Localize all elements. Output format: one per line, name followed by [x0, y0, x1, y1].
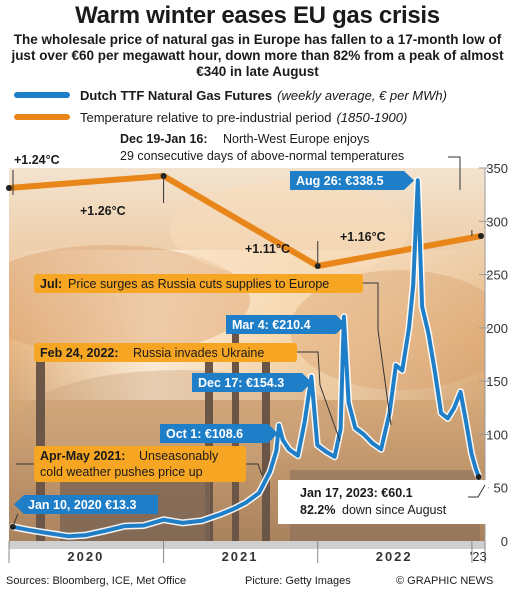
apr-annotation-text-1: Unseasonably	[139, 449, 219, 463]
legend-gas-note: (weekly average, € per MWh)	[277, 87, 447, 103]
jul-annotation-box	[34, 274, 363, 293]
feb-annotation-text: Russia invades Ukraine	[133, 346, 264, 360]
apr-annotation-box	[34, 446, 246, 482]
y-tick-label-350: 350	[486, 161, 508, 176]
jan23-annotation-head: Jan 17, 2023: €60.1	[300, 486, 413, 500]
legend-gas-swatch	[14, 92, 70, 98]
temperature-label-2: +1.11°C	[245, 242, 290, 256]
jan23-annotation-pct: 82.2%	[300, 503, 335, 517]
jul-annotation-head: Jul:	[40, 277, 62, 291]
legend-temp-name: Temperature relative to pre-industrial p…	[80, 109, 332, 125]
price-callout-label-3: Mar 4: €210.4	[232, 318, 311, 332]
legend-temp-swatch	[14, 114, 70, 120]
jul-connector	[363, 282, 392, 426]
price-callout-box-1	[160, 424, 278, 443]
y-tick-label-200: 200	[486, 321, 508, 336]
price-callout-box-3	[226, 315, 346, 334]
jan23-connector	[468, 484, 486, 498]
price-callouts: Jan 10, 2020 €13.3 Oct 1: €108.6 Dec 17: €…	[12, 171, 414, 528]
winter-annotation: Dec 19-Jan 16: North-West Europe enjoys …	[120, 132, 461, 190]
temperature-label-3: +1.16°C	[340, 230, 386, 244]
jul-annotation: Jul: Price surges as Russia cuts supplie…	[34, 274, 392, 426]
y-tick-label-150: 150	[486, 374, 508, 389]
price-callout-box-2	[192, 373, 312, 392]
legend-gas: Dutch TTF Natural Gas Futures (weekly av…	[14, 86, 447, 104]
y-tick-label-100: 100	[486, 427, 508, 442]
feb-connector	[297, 351, 341, 442]
x-tick-label-0: 2020	[67, 549, 104, 564]
apr-connector	[246, 463, 263, 476]
jan23-annotation-bg	[278, 480, 488, 524]
legend-temp-note: (1850-1900)	[336, 109, 408, 125]
y-axis-ticks: 0 50 100 150 200 250 300 350	[486, 161, 508, 549]
y-tick-label-0: 0	[501, 534, 508, 549]
price-callout-label-1: Oct 1: €108.6	[166, 427, 243, 441]
x-axis: 2020 2021 2022 '23	[8, 541, 487, 564]
footer-credit: © GRAPHIC NEWS	[396, 575, 494, 587]
temperature-line	[6, 173, 484, 269]
price-callout-label-4: Aug 26: €338.5	[296, 174, 384, 188]
footer-picture: Picture: Getty Images	[245, 575, 351, 587]
winter-annotation-head: Dec 19-Jan 16:	[120, 132, 208, 146]
jan23-annotation: Jan 17, 2023: €60.1 82.2% down since Aug…	[278, 480, 488, 524]
gas-line	[10, 178, 481, 539]
y-tick-label-250: 250	[486, 268, 508, 283]
winter-annotation-text-2: 29 consecutive days of above-normal temp…	[120, 149, 404, 163]
apr-annotation-text-2: cold weather pushes price up	[40, 465, 203, 479]
winter-annotation-text-1: North-West Europe enjoys	[223, 132, 369, 146]
legend-gas-name: Dutch TTF Natural Gas Futures	[80, 87, 273, 103]
feb-annotation-box	[34, 343, 297, 362]
jul-annotation-text: Price surges as Russia cuts supplies to …	[68, 277, 329, 291]
price-callout-label-2: Dec 17: €154.3	[198, 376, 284, 390]
price-callout-connector-0	[12, 513, 19, 528]
temperature-label-1: +1.26°C	[80, 204, 126, 218]
jan23-annotation-text: down since August	[342, 503, 447, 517]
apr-annotation-head: Apr-May 2021:	[40, 449, 125, 463]
gas-point-end	[475, 473, 482, 480]
temperature-label-0: +1.24°C	[14, 153, 60, 167]
footer-sources: Sources: Bloomberg, ICE, Met Office	[6, 575, 187, 587]
temperature-point-3	[478, 233, 484, 239]
feb-annotation: Feb 24, 2022: Russia invades Ukraine	[34, 343, 341, 442]
page-subtitle: The wholesale price of natural gas in Eu…	[11, 32, 504, 79]
page-title: Warm winter eases EU gas crisis	[75, 2, 440, 29]
grid-lines	[479, 167, 489, 541]
temperature-point-0	[6, 185, 12, 191]
legend-temperature: Temperature relative to pre-industrial p…	[14, 108, 407, 126]
price-callout-box-4	[290, 171, 414, 190]
price-callout-label-0: Jan 10, 2020 €13.3	[28, 498, 136, 512]
x-tick-label-1: 2021	[222, 549, 259, 564]
temperature-series: +1.24°C +1.26°C +1.11°C +1.16°C	[6, 153, 484, 269]
price-callout-box-0	[14, 495, 158, 514]
y-tick-label-300: 300	[486, 214, 508, 229]
winter-connector	[448, 156, 461, 190]
x-axis-band	[9, 541, 485, 549]
x-tick-label-3: '23	[470, 549, 487, 564]
apr-annotation: Apr-May 2021: Unseasonably cold weather …	[16, 446, 263, 482]
y-tick-label-50: 50	[494, 481, 508, 496]
x-tick-label-2: 2022	[376, 549, 413, 564]
feb-annotation-head: Feb 24, 2022:	[40, 346, 119, 360]
